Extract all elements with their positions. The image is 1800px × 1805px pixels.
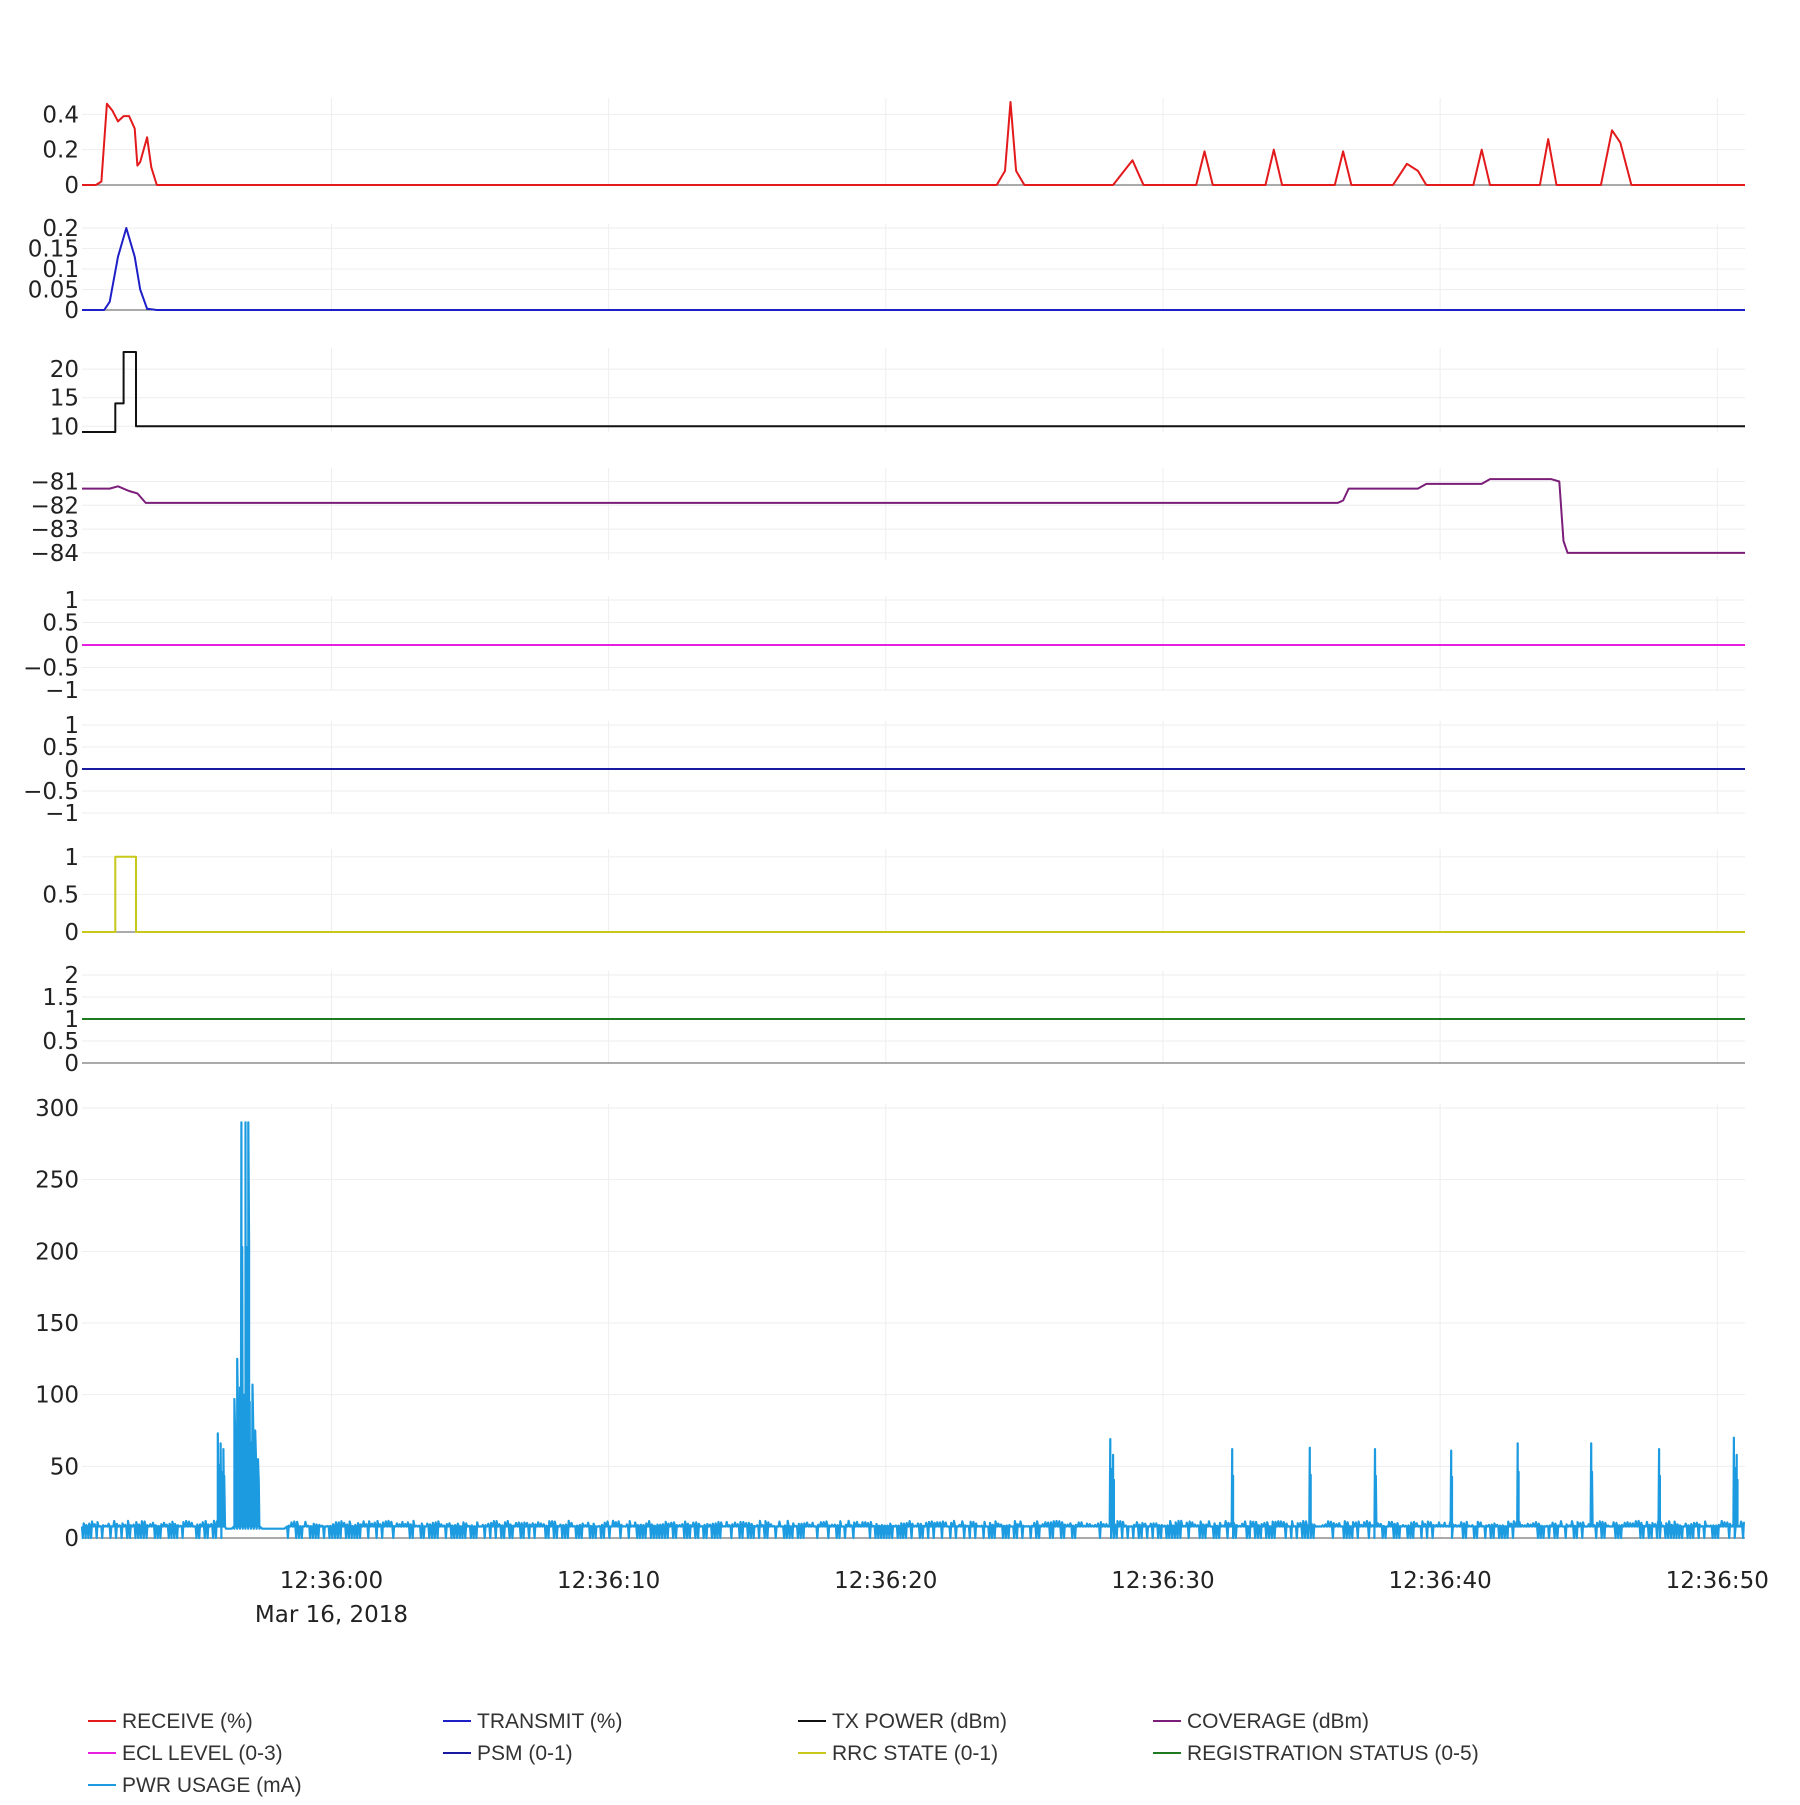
y-tick-label: 20 (50, 357, 79, 383)
y-tick-label: 1 (64, 588, 79, 614)
legend-item-label: PSM (0-1) (477, 1742, 573, 1765)
y-tick-label: 0.5 (42, 735, 79, 761)
y-tick-label: −83 (30, 517, 79, 543)
y-tick-label: −81 (30, 470, 79, 496)
y-tick-label: 1.5 (42, 985, 79, 1011)
x-tick-label: 12:36:00 (280, 1568, 383, 1594)
y-tick-label: 0 (64, 633, 79, 659)
y-tick-label: 0 (64, 1051, 79, 1077)
y-tick-label: −1 (45, 678, 79, 704)
y-tick-label: 10 (50, 414, 79, 440)
legend-item-label: RECEIVE (%) (122, 1710, 253, 1733)
x-tick-label: 12:36:10 (557, 1568, 660, 1594)
subplot-7: 00.51 (42, 845, 1745, 946)
y-tick-label: 0 (64, 757, 79, 783)
legend-item-label: TX POWER (dBm) (832, 1710, 1007, 1733)
series-line (82, 101, 1745, 186)
y-tick-label: 0.4 (42, 102, 79, 128)
y-tick-label: −84 (30, 541, 79, 567)
subplot-4: −84−83−82−81 (30, 468, 1745, 567)
y-tick-label: 300 (35, 1096, 79, 1122)
y-tick-label: 100 (35, 1383, 79, 1409)
y-tick-label: 1 (64, 1007, 79, 1033)
series-line (82, 478, 1745, 554)
subplot-1: 0 0.2 0.4 (42, 98, 1745, 199)
series-line (82, 227, 1745, 311)
y-tick-label: −1 (45, 801, 79, 827)
y-tick-label: 200 (35, 1239, 79, 1265)
y-tick-label: 0.2 (42, 216, 79, 242)
y-tick-label: 0.1 (42, 257, 79, 283)
legend: RECEIVE (%) TRANSMIT (%) TX POWER (dBm) COV… (88, 1710, 1479, 1797)
y-tick-label: 250 (35, 1168, 79, 1194)
y-tick-label: 150 (35, 1311, 79, 1337)
y-tick-label: 0 (64, 298, 79, 324)
y-tick-label: 0.5 (42, 611, 79, 637)
x-tick-label: 12:36:40 (1388, 1568, 1491, 1594)
y-tick-label: −0.5 (23, 656, 79, 682)
y-tick-label: 1 (64, 845, 79, 871)
y-tick-label: 2 (64, 963, 79, 989)
y-tick-label: 0 (64, 1526, 79, 1552)
x-tick-label: 12:36:20 (834, 1568, 937, 1594)
legend-item-label: RRC STATE (0-1) (832, 1742, 998, 1765)
y-tick-label: 0 (64, 173, 79, 199)
legend-item-label: ECL LEVEL (0-3) (122, 1742, 283, 1765)
legend-item-label: REGISTRATION STATUS (0-5) (1187, 1742, 1479, 1765)
y-tick-label: −82 (30, 493, 79, 519)
y-tick-label: 0.05 (28, 278, 79, 304)
subplot-9: 0 50 100 150 200 250 300 (35, 1096, 1745, 1552)
series-line (80, 1121, 1745, 1540)
x-tick-label: 12:36:50 (1666, 1568, 1769, 1594)
series-line (82, 351, 1745, 433)
legend-item-label: TRANSMIT (%) (477, 1710, 622, 1733)
y-tick-label: −0.5 (23, 779, 79, 805)
y-tick-label: 1 (64, 713, 79, 739)
x-tick-label: 12:36:30 (1111, 1568, 1214, 1594)
x-date-label: Mar 16, 2018 (255, 1602, 408, 1628)
subplot-8: 00.511.52 (42, 963, 1745, 1077)
subplot-6: −1−0.500.51 (23, 713, 1745, 827)
series-line (82, 855, 1745, 933)
x-axis: 12:36:00 12:36:10 12:36:20 12:36:30 12:36:40… (255, 1568, 1769, 1628)
subplot-5: −1−0.500.51 (23, 588, 1745, 704)
y-tick-label: 0.5 (42, 1029, 79, 1055)
y-tick-label: 50 (50, 1454, 79, 1480)
subplot-2: 00.050.10.150.2 (28, 216, 1745, 324)
y-tick-label: 0.2 (42, 138, 79, 164)
y-tick-label: 15 (50, 386, 79, 412)
y-tick-label: 0 (64, 920, 79, 946)
y-tick-label: 0.5 (42, 882, 79, 908)
legend-item-label: PWR USAGE (mA) (122, 1774, 302, 1797)
legend-item-label: COVERAGE (dBm) (1187, 1710, 1369, 1733)
y-tick-label: 0.15 (28, 237, 79, 263)
